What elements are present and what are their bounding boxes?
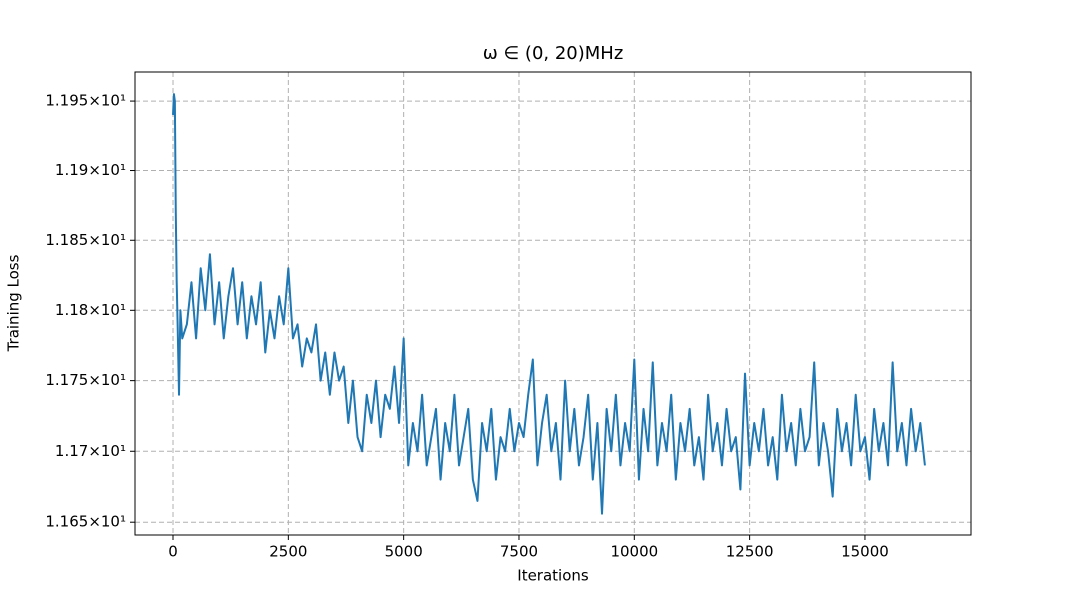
x-tick-label: 12500 <box>726 543 774 561</box>
y-tick-label: 1.17×10¹ <box>55 442 126 460</box>
data-line <box>172 93 926 515</box>
y-tick-label: 1.165×10¹ <box>45 513 126 531</box>
y-tick-label: 1.18×10¹ <box>55 301 126 319</box>
x-axis-label: Iterations <box>517 567 589 585</box>
x-tick-label: 15000 <box>841 543 889 561</box>
x-tick-label: 7500 <box>500 543 538 561</box>
y-axis-label: Training Loss <box>5 254 23 352</box>
y-tick-label: 1.19×10¹ <box>55 161 126 179</box>
y-tick-label: 1.175×10¹ <box>45 371 126 389</box>
plot-frame <box>134 71 972 536</box>
chart-title: ω ∈ (0, 20)MHz <box>483 43 624 64</box>
x-tick-label: 0 <box>168 543 178 561</box>
x-tick-label: 5000 <box>385 543 423 561</box>
y-tick-label: 1.185×10¹ <box>45 231 126 249</box>
x-tick-label: 10000 <box>610 543 658 561</box>
x-tick-label: 2500 <box>269 543 307 561</box>
y-tick-label: 1.195×10¹ <box>45 92 126 110</box>
